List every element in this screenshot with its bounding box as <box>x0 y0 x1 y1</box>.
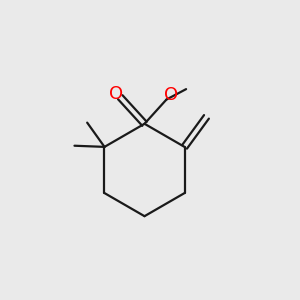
Text: O: O <box>109 85 123 103</box>
Text: O: O <box>164 86 178 104</box>
